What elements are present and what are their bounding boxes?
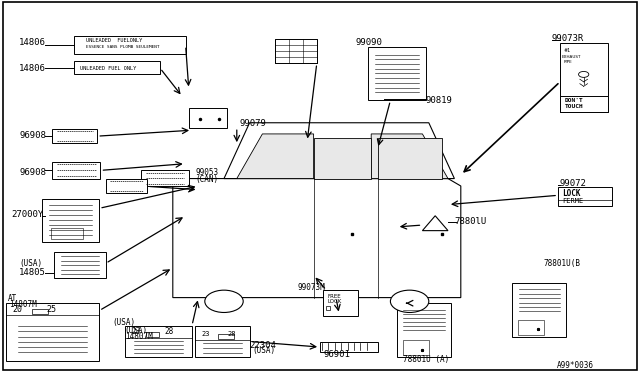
Text: A99*0036: A99*0036 [557,360,594,369]
Bar [6,303,99,361]
Bar [518,320,544,335]
Text: ESSENCE SANS PLOMB SEULEMENT: ESSENCE SANS PLOMB SEULEMENT [86,45,160,49]
Text: 14806: 14806 [19,64,46,73]
Bar [42,199,99,242]
Text: 7880lU: 7880lU [454,217,486,226]
Bar [51,228,83,239]
Text: EXHAUST: EXHAUST [562,55,581,59]
Bar [141,170,189,186]
Text: (USA): (USA) [112,318,135,327]
Bar [512,283,566,337]
Bar [195,326,250,357]
Bar [52,129,97,143]
Bar [125,326,192,357]
Text: (USA): (USA) [125,326,148,335]
Text: 25: 25 [46,305,56,314]
Text: TOUCH: TOUCH [564,104,583,109]
Text: LOCK: LOCK [562,189,580,198]
Bar [320,342,378,352]
Bar [314,138,371,179]
Text: 96908: 96908 [19,168,46,177]
Text: UNLEADED  FUELONLY: UNLEADED FUELONLY [86,38,143,43]
Polygon shape [173,179,461,298]
Text: 28: 28 [227,331,236,337]
Text: DON'T: DON'T [564,97,583,103]
Text: FREE: FREE [328,294,341,299]
Bar [378,138,442,179]
Text: LOCK: LOCK [328,299,342,304]
Text: 99090: 99090 [355,38,382,46]
Text: 99073R: 99073R [552,34,584,43]
Bar [560,43,608,112]
Text: (CAN): (CAN) [195,175,218,184]
Text: (USA): (USA) [19,259,42,268]
Bar [146,332,159,337]
Text: AT: AT [8,294,17,302]
Text: 90819: 90819 [426,96,452,105]
Bar [218,334,234,339]
Text: 14805: 14805 [19,268,46,277]
Text: 14806: 14806 [19,38,46,47]
Text: 96901: 96901 [323,350,350,359]
Bar [74,61,160,74]
Text: 27000Y: 27000Y [12,209,44,218]
Text: 20: 20 [13,305,23,314]
Bar [74,36,186,54]
Bar [560,96,608,112]
Text: 14807M: 14807M [125,331,152,340]
Text: 99072: 99072 [560,179,587,188]
Polygon shape [237,134,314,179]
Polygon shape [371,134,448,179]
Bar [275,39,317,63]
Text: 99053: 99053 [195,168,218,177]
Text: UNLEADED FUEL ONLY: UNLEADED FUEL ONLY [80,66,136,71]
Bar [106,179,147,193]
Bar [397,303,451,357]
Text: 22304: 22304 [250,341,276,350]
Circle shape [390,290,429,312]
Text: 78801U(B: 78801U(B [544,259,581,268]
Text: 99073M: 99073M [298,283,325,292]
Bar [189,108,227,128]
Polygon shape [422,216,448,231]
Bar [54,252,106,278]
Bar [323,290,358,316]
Text: FERME: FERME [562,198,583,204]
Bar [368,46,426,100]
Text: #1: #1 [563,48,570,53]
Text: PIPE: PIPE [563,60,572,64]
Text: (USA): (USA) [253,346,276,355]
Bar [32,309,48,314]
Circle shape [205,290,243,312]
Circle shape [579,71,589,77]
Text: 23: 23 [131,327,140,336]
Text: 99079: 99079 [240,119,267,128]
Text: 14807M: 14807M [10,300,37,309]
Bar [558,187,612,206]
Text: 28: 28 [164,327,173,336]
Bar [403,340,429,355]
Text: 23: 23 [202,331,210,337]
Text: 96908: 96908 [19,131,46,140]
Bar [52,162,100,179]
Polygon shape [224,123,454,179]
Text: 78801U (A): 78801U (A) [403,355,449,363]
